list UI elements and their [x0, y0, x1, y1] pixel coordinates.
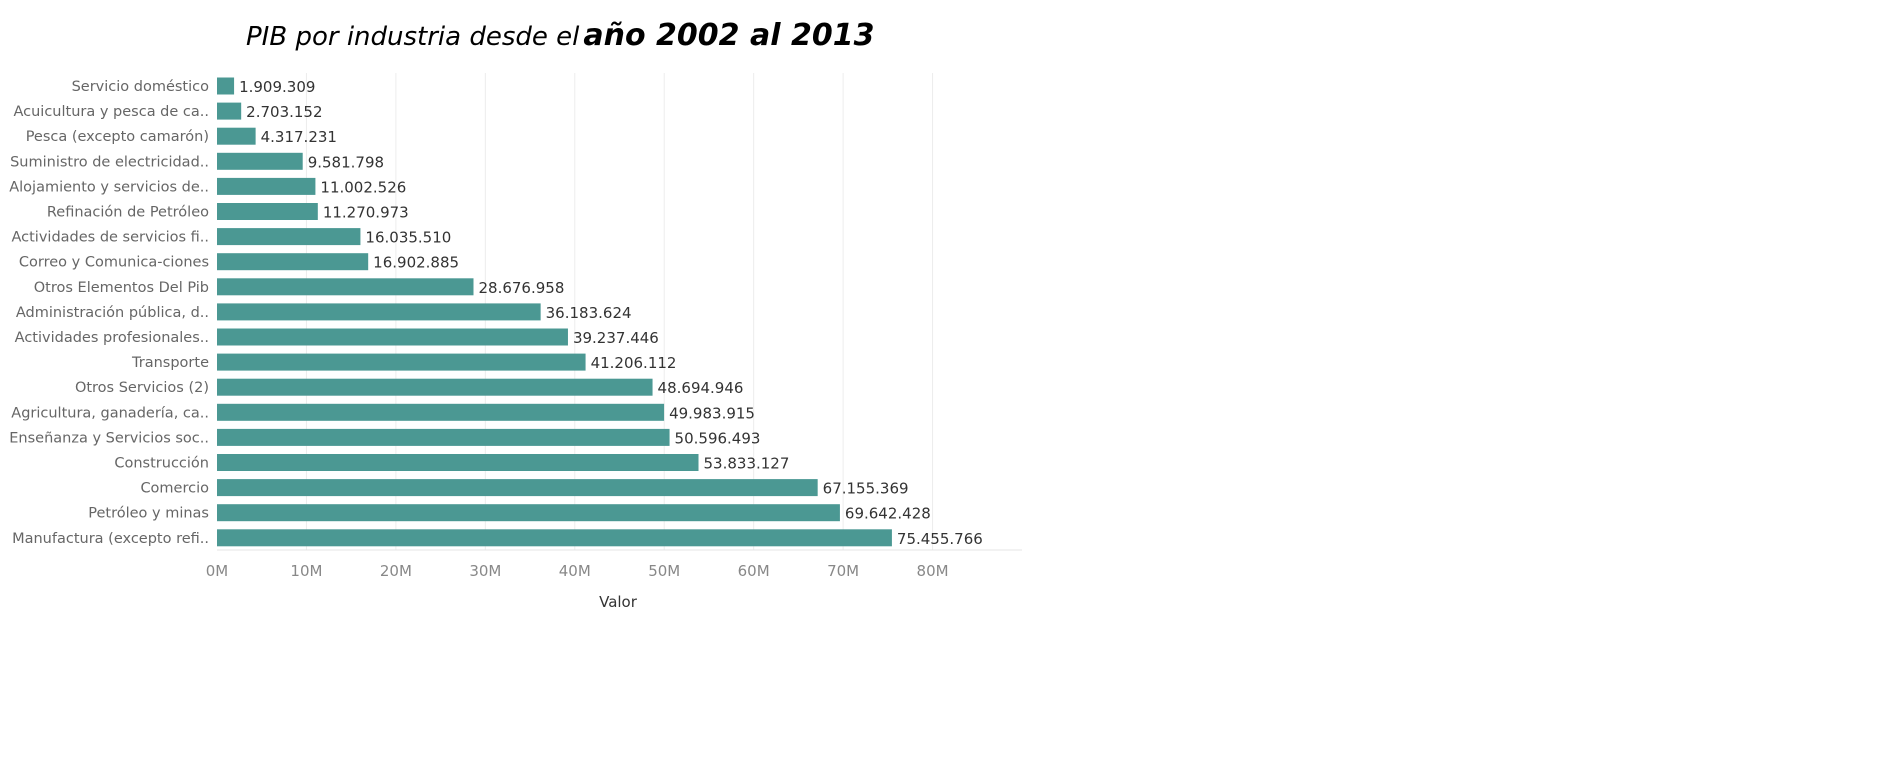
bar[interactable] [217, 102, 242, 120]
bar[interactable] [217, 278, 474, 296]
bar[interactable] [217, 378, 653, 396]
category-labels: Servicio doméstico Acuicultura y pesca de… [9, 79, 209, 547]
bar[interactable] [217, 77, 235, 95]
bar[interactable] [217, 529, 892, 547]
value-label: 41.206.112 [591, 354, 677, 372]
value-label: 16.035.510 [365, 229, 451, 247]
category-label: Enseñanza y Servicios soc.. [9, 430, 209, 446]
value-label: 11.270.973 [323, 204, 409, 222]
x-tick-label: 0M [206, 562, 229, 580]
bar[interactable] [217, 152, 303, 170]
category-label: Correo y Comunica-ciones [19, 255, 209, 271]
chart-title-normal: PIB por industria desde el [246, 22, 580, 52]
bar[interactable] [217, 228, 361, 246]
bar[interactable] [217, 253, 369, 271]
bar[interactable] [217, 479, 818, 497]
x-tick-label: 20M [380, 562, 412, 580]
category-label: Servicio doméstico [72, 79, 210, 95]
value-label: 1.909.309 [239, 78, 315, 96]
value-label: 69.642.428 [845, 505, 931, 523]
bar[interactable] [217, 353, 586, 371]
bar[interactable] [217, 303, 541, 321]
category-label: Manufactura (excepto refi.. [12, 531, 209, 547]
chart-title: PIB por industria desde el año 2002 al 20… [246, 18, 874, 53]
value-label: 75.455.766 [897, 530, 983, 548]
category-label: Acuicultura y pesca de ca.. [13, 104, 209, 120]
bar[interactable] [217, 177, 316, 195]
value-label: 4.317.231 [261, 128, 337, 146]
category-label: Suministro de electricidad.. [10, 154, 209, 170]
bar[interactable] [217, 454, 699, 471]
x-tick-label: 50M [648, 562, 680, 580]
category-label: Agricultura, ganadería, ca.. [11, 405, 209, 421]
x-tick-label: 10M [290, 562, 322, 580]
value-label: 53.833.127 [704, 455, 790, 473]
category-label: Administración pública, d.. [16, 305, 209, 321]
value-label: 36.183.624 [546, 304, 632, 322]
value-label: 28.676.958 [478, 279, 564, 297]
category-label: Comercio [140, 481, 209, 497]
x-tick-label: 70M [827, 562, 859, 580]
category-label: Construcción [114, 456, 209, 472]
category-label: Otros Servicios (2) [75, 380, 209, 396]
chart-title-bold: año 2002 al 2013 [583, 18, 875, 53]
value-label: 11.002.526 [320, 178, 406, 196]
category-label: Otros Elementos Del Pib [34, 280, 209, 296]
bars [217, 77, 892, 547]
category-label: Transporte [131, 355, 209, 371]
value-labels: 1.909.309 2.703.152 4.317.231 9.581.798 11.0… [239, 78, 983, 548]
value-label: 9.581.798 [308, 153, 384, 171]
value-label: 49.983.915 [669, 404, 755, 422]
bar[interactable] [217, 428, 670, 446]
x-tick-label: 40M [559, 562, 591, 580]
bar[interactable] [217, 504, 840, 522]
bar[interactable] [217, 403, 665, 421]
bar[interactable] [217, 203, 318, 220]
x-tick-label: 30M [469, 562, 501, 580]
value-label: 48.694.946 [658, 379, 744, 397]
x-axis-title: Valor [599, 593, 638, 611]
category-label: Actividades de servicios fi.. [11, 230, 209, 246]
value-label: 39.237.446 [573, 329, 659, 347]
value-label: 16.902.885 [373, 254, 459, 272]
category-label: Alojamiento y servicios de.. [9, 179, 209, 195]
value-label: 50.596.493 [675, 429, 761, 447]
x-tick-label: 60M [738, 562, 770, 580]
value-label: 67.155.369 [823, 480, 909, 498]
category-label: Actividades profesionales.. [15, 330, 209, 346]
category-label: Petróleo y minas [88, 506, 209, 522]
category-label: Pesca (excepto camarón) [26, 129, 209, 145]
x-axis-ticks: 0M 10M 20M 30M 40M 50M 60M 70M 80M [206, 562, 949, 580]
x-tick-label: 80M [917, 562, 949, 580]
bar[interactable] [217, 328, 568, 346]
category-label: Refinación de Petróleo [47, 205, 209, 221]
bar[interactable] [217, 127, 256, 145]
value-label: 2.703.152 [246, 103, 322, 121]
